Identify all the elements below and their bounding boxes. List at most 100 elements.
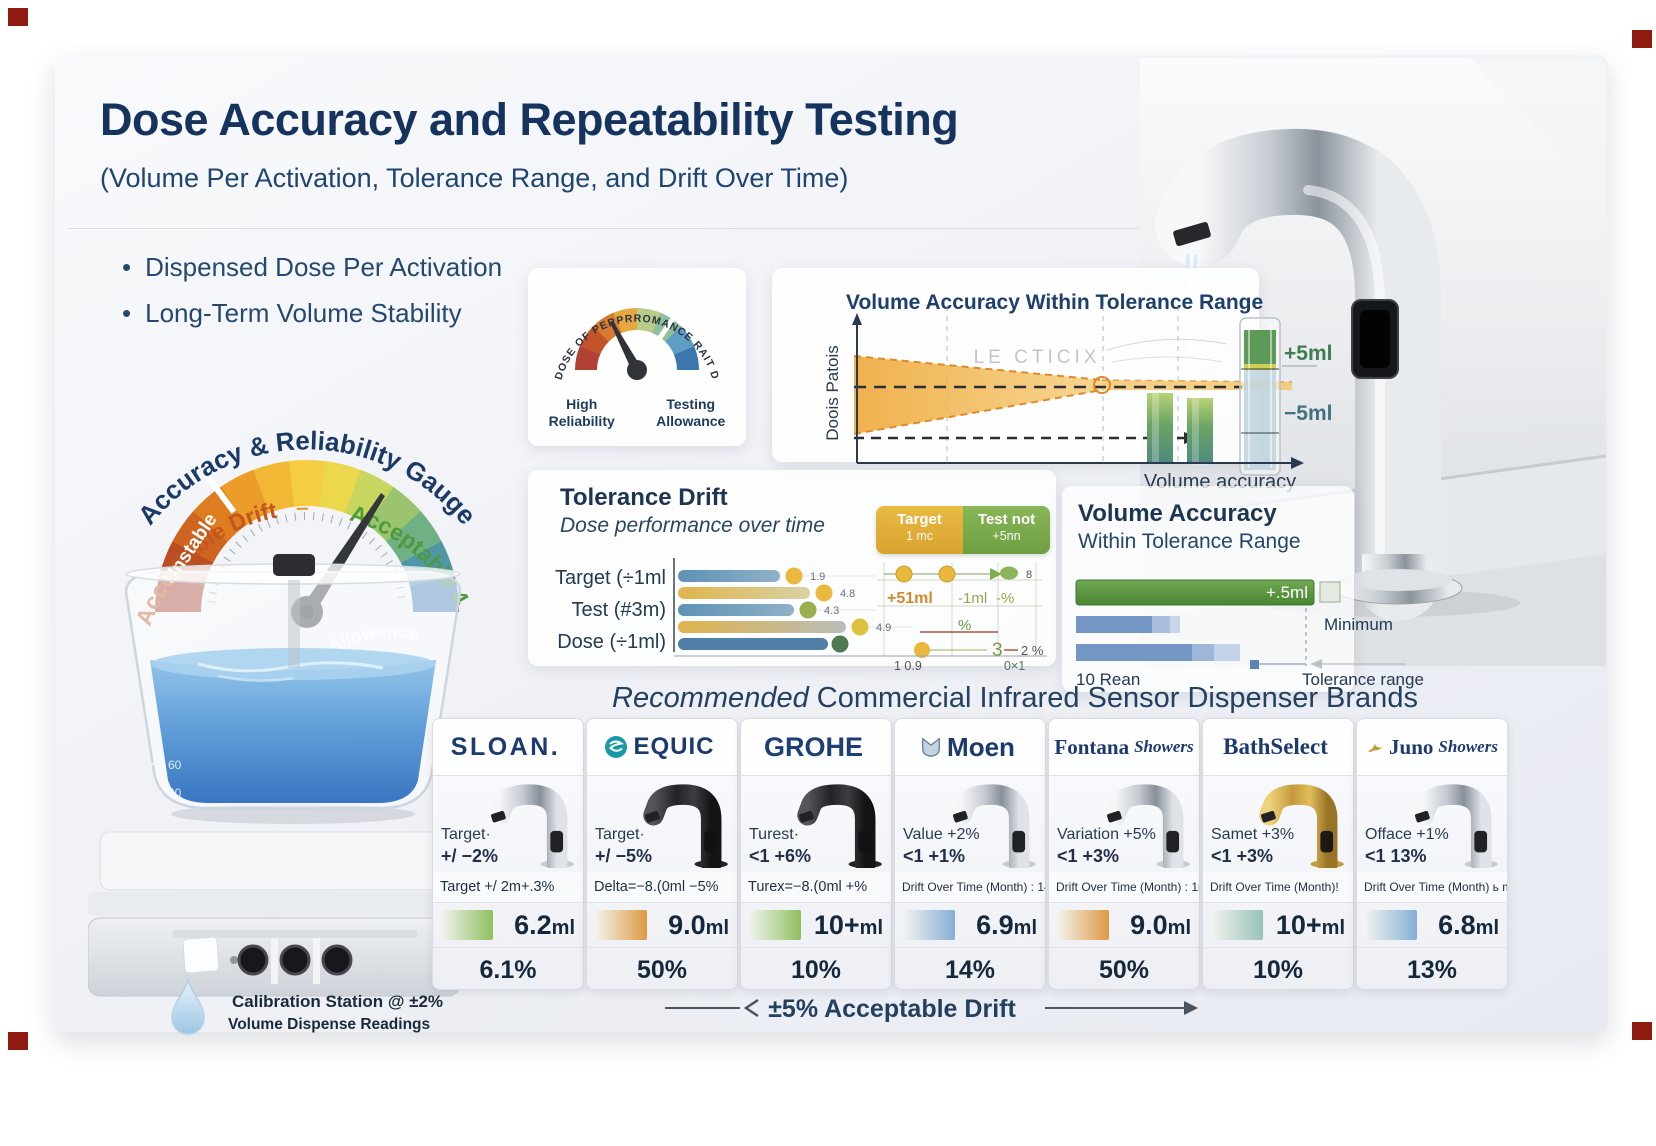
bullet-item-2: • Long-Term Volume Stability	[122, 298, 462, 329]
drift-row-label-dose: Dose (÷1ml)	[557, 631, 666, 653]
card-volume-value: 10+ml	[1275, 909, 1345, 940]
drift-bars-chart: Target (÷1ml Test (#3m) Dose (÷1ml) 1.9 …	[555, 558, 1047, 673]
gauge-segment	[319, 461, 362, 514]
mini-gauge-label-right: Testing Allowance	[656, 396, 726, 429]
card-spec-line1: Target·	[595, 825, 645, 843]
gauge-tick	[266, 520, 271, 528]
watermark-text: LE CTICIX	[974, 347, 1101, 368]
funnel-chart-title: Volume Accuracy Within Tolerance Range	[846, 291, 1264, 314]
card-percent: 6.1%	[479, 956, 537, 984]
gauge-tick	[228, 548, 236, 555]
gauge-tick	[275, 516, 280, 525]
drift-axis-tick-2: 0×1	[1004, 659, 1025, 673]
mini-gauge-hub	[627, 360, 647, 380]
convergence-marker	[1093, 376, 1111, 394]
acc-footer-right: Tolerance range	[1302, 670, 1424, 689]
juno-bird-icon	[1367, 743, 1383, 752]
card-volume-chip	[595, 910, 647, 940]
heading-rest: Commercial Infrared Sensor Dispenser Bra…	[808, 682, 1418, 714]
card-volume-row: 10+ml	[741, 903, 891, 948]
plus5ml-label: +5ml	[1284, 342, 1332, 365]
bullet-dot: •	[122, 252, 132, 282]
card-faucet-aerator	[491, 810, 506, 823]
card-spec-line2: <1 +1%	[903, 845, 966, 866]
page-title: Dose Accuracy and Repeatability Testing	[100, 94, 959, 145]
card-drift-line: Drift Over Time (Month) : 14m:	[895, 872, 1045, 903]
card-volume-value: 9.0ml	[1130, 909, 1191, 940]
gauge-tick	[368, 537, 375, 545]
funnel-y-label: Doois Patois	[823, 345, 842, 440]
card-spec: Target· +/ −5%	[595, 825, 652, 868]
card-spec: Offace +1% <1 13%	[1365, 825, 1449, 868]
corner-mark-bottom-right	[1632, 1022, 1652, 1040]
card-spec-line1: Value +2%	[903, 825, 980, 843]
drift-axis-tick-1: 1 0.9	[894, 659, 922, 673]
calibration-caption-2: Volume Dispense Readings	[228, 1016, 431, 1033]
drift-dot	[831, 635, 849, 653]
corner-mark-top-left	[8, 8, 28, 26]
card-spec-line1: Samet +3%	[1211, 825, 1295, 843]
card-faucet-zone: Offace +1% <1 13%	[1357, 776, 1507, 872]
brand-name-suffix: Showers	[1438, 737, 1498, 756]
heading-recommended: Recommended	[612, 682, 809, 714]
mini-gauge-label-left: High Reliability	[548, 396, 615, 429]
brand-logo-moen: Moen	[895, 719, 1045, 776]
brand-logo-equic: EQUIC	[587, 719, 737, 776]
drift-dot	[815, 584, 833, 602]
gauge-tick	[361, 531, 368, 539]
card-faucet-zone: Turest· <1 +6%	[741, 776, 891, 872]
card-spec: Samet +3% <1 +3%	[1211, 825, 1294, 868]
brand-card-moen: Moen Value +2% <1 +1% Drift Over Time (M…	[894, 718, 1046, 990]
card-sensor-window	[704, 830, 718, 853]
ann-3: 3	[992, 640, 1003, 661]
drift-dot-value: 4.8	[840, 588, 855, 600]
card-volume-row: 6.8ml	[1357, 903, 1507, 948]
card-spec-line2: <1 +3%	[1057, 845, 1120, 866]
calibration-knob	[321, 944, 353, 976]
card-faucet-image	[951, 784, 1036, 868]
blue-bar-1	[1076, 616, 1152, 633]
left-chevron-icon	[743, 998, 759, 1018]
card-sensor-window	[1320, 830, 1334, 853]
bowl-scale-60b: 60	[168, 786, 182, 800]
brand-name: Fontana	[1054, 734, 1130, 759]
card-percent: 50%	[1098, 956, 1150, 984]
bowl-stand	[99, 831, 483, 891]
volume-accuracy-subtitle: Within Tolerance Range	[1078, 530, 1301, 553]
brand-name: Juno	[1389, 734, 1434, 759]
card-spec-line2: +/ −5%	[595, 845, 653, 866]
gauge-tick	[330, 515, 334, 524]
gauge-tick	[346, 521, 352, 530]
drift-dot	[785, 567, 803, 585]
gauge-tick	[294, 512, 297, 521]
legend-chip	[1319, 581, 1341, 603]
card-volume-chip	[749, 910, 801, 940]
card-volume-value: 10+ml	[813, 909, 883, 940]
ann-8: 8	[1026, 569, 1032, 581]
card-faucet-image	[1413, 784, 1498, 868]
brand-name: GROHE	[763, 731, 863, 762]
page-subtitle: (Volume Per Activation, Tolerance Range,…	[100, 163, 849, 193]
brand-logo-fontana: Fontana Showers	[1049, 719, 1199, 776]
bullet-text-1: Dispensed Dose Per Activation	[145, 252, 503, 282]
gauge-tick	[284, 514, 288, 523]
brand-card-fontana: Fontana Showers Variation +5% <1 +3% Dri…	[1048, 718, 1200, 990]
drift-bar	[678, 621, 846, 633]
card-sensor-window	[1166, 830, 1180, 853]
drift-bar	[678, 587, 810, 599]
ann-minus1ml: -1ml	[958, 590, 987, 607]
sample-bar	[1147, 393, 1173, 463]
gauge-tick	[258, 524, 263, 532]
card-faucet-image	[1259, 784, 1344, 868]
minus5ml-label: −5ml	[1284, 402, 1332, 425]
funnel-chart: LE CTICIX +5ml −5ml Doois Patois Volume …	[823, 306, 1332, 493]
main-gauge-arc-sep: –	[296, 494, 310, 520]
brands-section-heading: Recommended Commercial Infrared Sensor D…	[515, 682, 1515, 715]
card-volume-chip	[1365, 910, 1417, 940]
card-sensor-window	[1474, 830, 1488, 853]
gauge-tick	[223, 556, 231, 562]
card-sensor-window	[858, 830, 872, 853]
acceptable-drift-label: ±5% Acceptable Drift	[768, 995, 1016, 1023]
calibration-caption-1: Calibration Station @ ±2%	[232, 992, 444, 1011]
